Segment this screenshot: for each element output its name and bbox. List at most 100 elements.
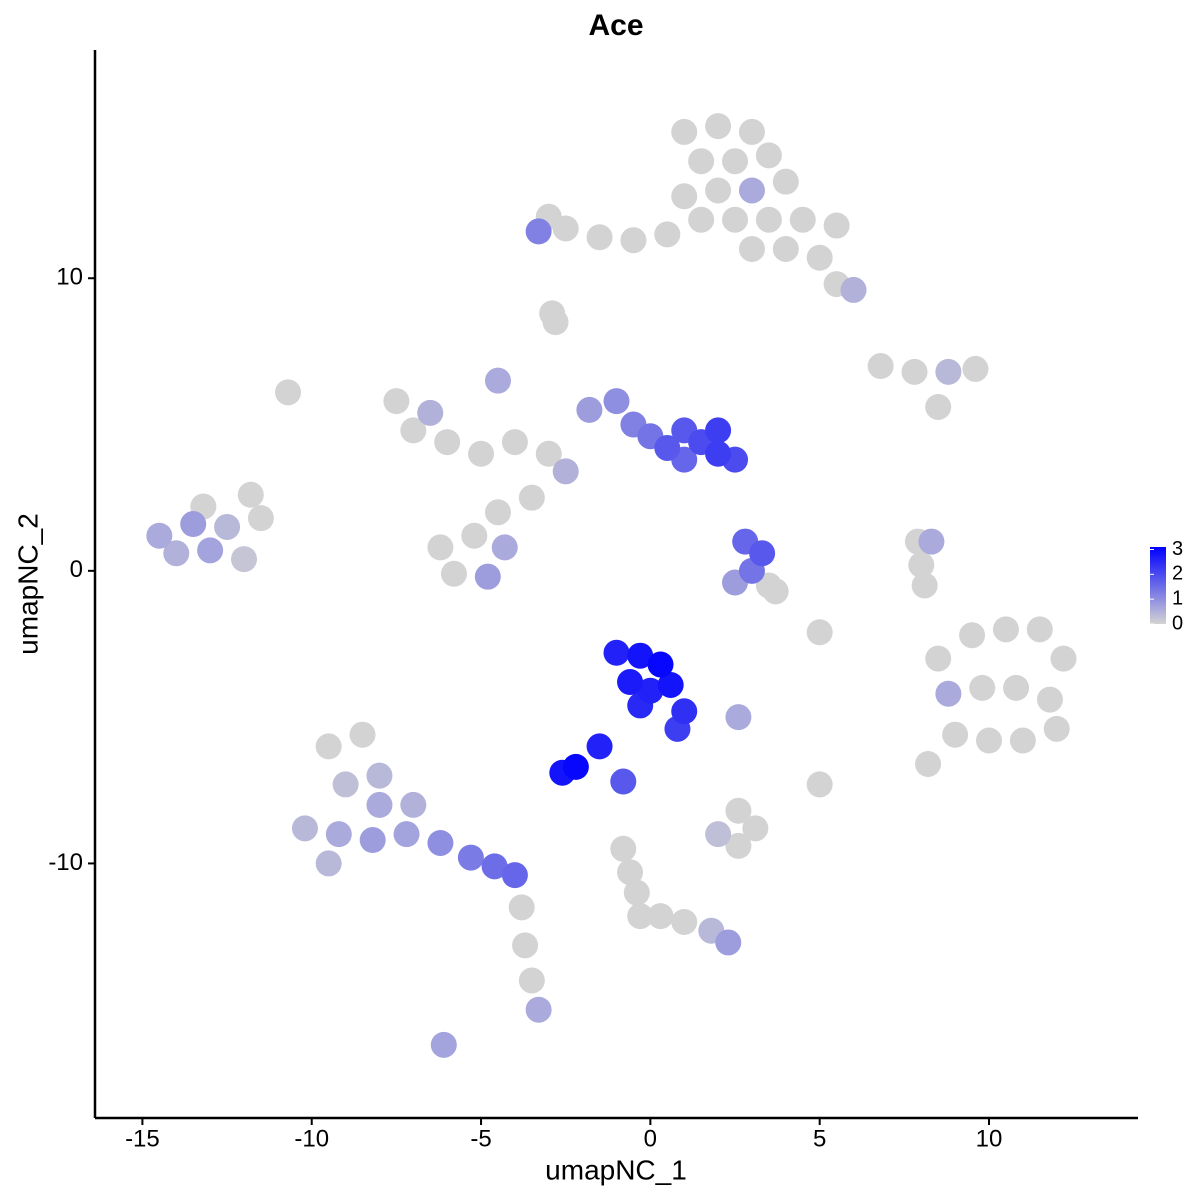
point (806, 619, 833, 646)
point (918, 528, 945, 555)
point (484, 499, 511, 526)
point (959, 622, 986, 649)
point (383, 388, 410, 415)
point (427, 829, 454, 856)
point (688, 148, 715, 175)
point (146, 522, 173, 549)
point (935, 680, 962, 707)
point (315, 850, 342, 877)
point (806, 771, 833, 798)
point (586, 733, 613, 760)
point (755, 142, 782, 169)
point (508, 894, 535, 921)
point (715, 929, 742, 956)
point (291, 815, 318, 842)
point (430, 1031, 457, 1058)
point (806, 244, 833, 271)
point (542, 309, 569, 336)
point (576, 396, 603, 423)
point (247, 505, 274, 532)
point (163, 540, 190, 567)
x-tick-label: -10 (294, 1125, 329, 1152)
colorbar-tick-label: 0 (1172, 612, 1183, 634)
point (525, 996, 552, 1023)
point (610, 768, 637, 795)
y-tick-label: -10 (48, 849, 83, 876)
point (962, 355, 989, 382)
point (512, 932, 539, 959)
point (1050, 645, 1077, 672)
point (705, 177, 732, 204)
colorbar-tick-label: 1 (1172, 587, 1183, 609)
point (942, 721, 969, 748)
point (969, 674, 996, 701)
point (400, 791, 427, 818)
x-tick-label: 5 (813, 1125, 826, 1152)
point (491, 534, 518, 561)
point (501, 862, 528, 889)
x-tick-label: -15 (125, 1125, 160, 1152)
point (325, 821, 352, 848)
point (617, 669, 644, 696)
point (705, 821, 732, 848)
point (755, 206, 782, 233)
point (671, 118, 698, 145)
point (725, 704, 752, 731)
point (501, 429, 528, 456)
point (992, 616, 1019, 643)
point (623, 879, 650, 906)
point (275, 379, 302, 406)
point (180, 511, 207, 538)
point (366, 791, 393, 818)
point (722, 148, 749, 175)
point (434, 429, 461, 456)
point (725, 832, 752, 859)
point (647, 903, 674, 930)
point (535, 440, 562, 467)
point (772, 235, 799, 262)
point (789, 206, 816, 233)
x-tick-label: 10 (976, 1125, 1003, 1152)
point (742, 815, 769, 842)
point (440, 560, 467, 587)
x-axis-title: umapNC_1 (545, 1154, 687, 1185)
point (654, 221, 681, 248)
point (603, 388, 630, 415)
point (393, 821, 420, 848)
point (688, 206, 715, 233)
point (315, 733, 342, 760)
point (525, 218, 552, 245)
point (657, 671, 684, 698)
y-axis-title: umapNC_2 (12, 513, 43, 655)
point (603, 639, 630, 666)
point (738, 118, 765, 145)
point (1026, 616, 1053, 643)
point (461, 522, 488, 549)
point (586, 224, 613, 251)
point (915, 750, 942, 777)
point (617, 859, 644, 886)
point (925, 645, 952, 672)
point (671, 183, 698, 210)
point (1036, 686, 1063, 713)
point (366, 762, 393, 789)
point (417, 399, 444, 426)
point (349, 721, 376, 748)
point (468, 440, 495, 467)
point (457, 844, 484, 871)
point (518, 484, 545, 511)
point (935, 358, 962, 385)
point (400, 417, 427, 444)
point (552, 458, 579, 485)
point (1009, 727, 1036, 754)
point (231, 546, 257, 573)
point (332, 771, 359, 798)
colorbar (1150, 547, 1166, 624)
colorbar-tick-label: 3 (1172, 538, 1183, 560)
point (647, 651, 674, 678)
point (705, 440, 732, 467)
point (901, 358, 928, 385)
y-tick-label: 0 (70, 556, 83, 583)
point (474, 563, 501, 590)
